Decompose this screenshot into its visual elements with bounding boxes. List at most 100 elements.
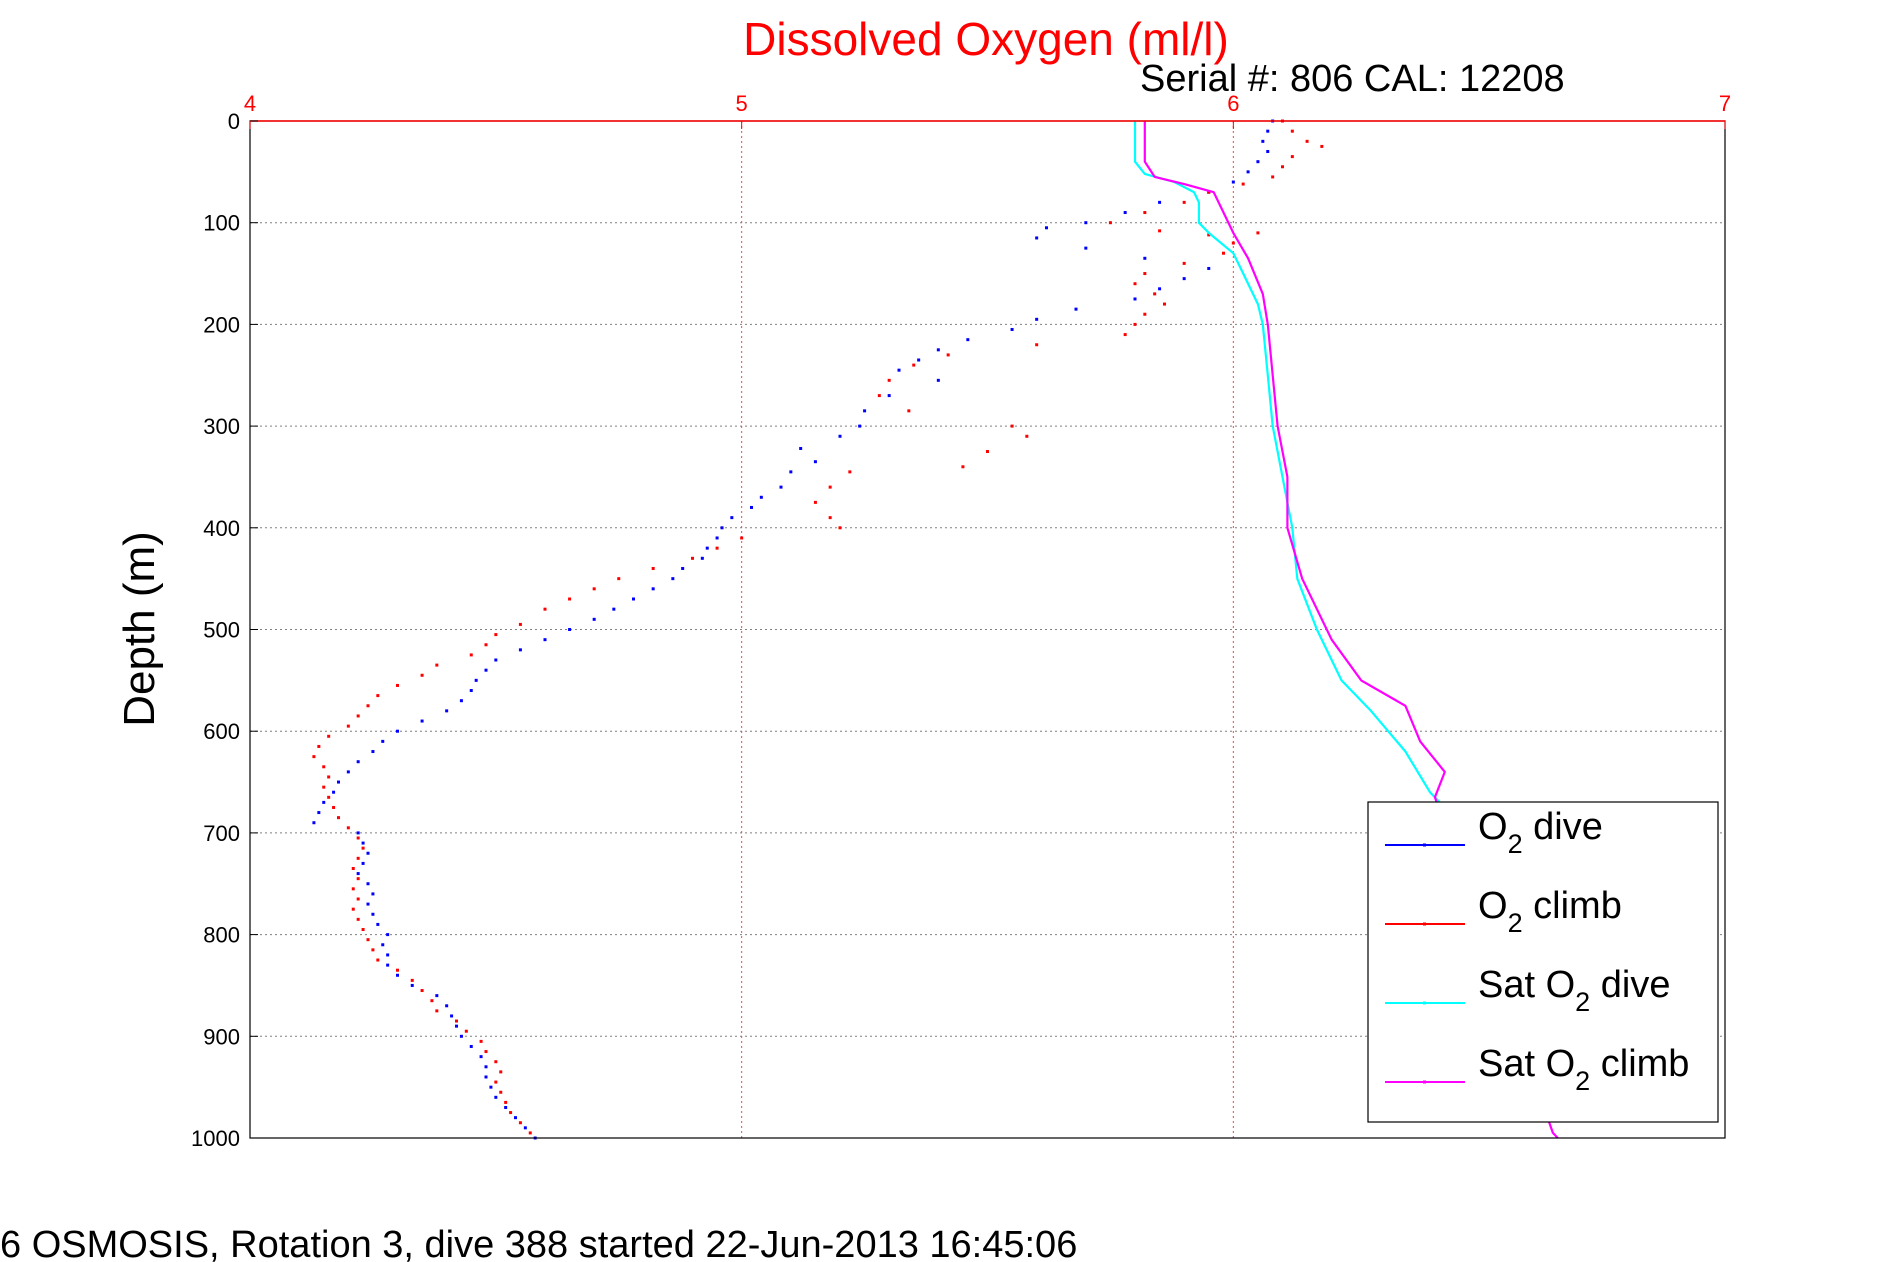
data-point-o2-dive <box>366 851 370 855</box>
footer-caption: 6 OSMOSIS, Rotation 3, dive 388 started … <box>0 1224 1077 1262</box>
data-point-o2-climb <box>346 826 350 830</box>
data-point-o2-climb <box>376 694 380 698</box>
y-tick-label: 400 <box>203 516 240 541</box>
data-point-o2-dive <box>897 368 901 372</box>
data-point-o2-climb <box>435 1009 439 1013</box>
data-point-o2-climb <box>740 536 744 540</box>
y-tick-label: 300 <box>203 414 240 439</box>
y-tick-label: 600 <box>203 719 240 744</box>
data-point-o2-dive <box>917 358 921 362</box>
data-point-o2-climb <box>543 607 547 611</box>
data-point-o2-dive <box>681 566 685 570</box>
data-point-o2-dive <box>715 536 719 540</box>
data-point-o2-climb <box>838 526 842 530</box>
data-point-o2-climb <box>1271 175 1275 179</box>
data-point-o2-dive <box>386 933 390 937</box>
data-point-o2-climb <box>327 775 331 779</box>
data-point-o2-climb <box>518 1121 522 1125</box>
data-point-o2-climb <box>479 1039 483 1043</box>
data-point-o2-climb <box>1010 424 1014 428</box>
data-point-o2-dive <box>700 556 704 560</box>
data-point-o2-dive <box>322 800 326 804</box>
data-point-o2-climb <box>946 353 950 357</box>
data-point-o2-dive <box>381 739 385 743</box>
data-point-o2-dive <box>936 348 940 352</box>
data-point-o2-climb <box>356 877 360 881</box>
data-point-o2-dive <box>1266 129 1270 133</box>
data-point-o2-dive <box>396 973 399 977</box>
data-point-o2-dive <box>759 495 763 499</box>
y-tick-label: 100 <box>203 211 240 236</box>
data-point-o2-climb <box>691 556 694 560</box>
data-point-o2-dive <box>479 1055 483 1059</box>
data-point-o2-climb <box>1158 229 1162 233</box>
data-point-o2-dive <box>504 1105 508 1109</box>
data-point-o2-dive <box>396 729 399 733</box>
x-tick-label: 5 <box>736 91 748 116</box>
data-point-o2-climb <box>1143 312 1147 316</box>
data-point-o2-dive <box>1045 226 1048 230</box>
data-point-o2-climb <box>464 1029 468 1033</box>
data-point-o2-dive <box>366 902 370 906</box>
data-point-o2-dive <box>312 821 316 825</box>
data-point-o2-dive <box>1074 307 1078 311</box>
data-point-o2-climb <box>518 622 522 626</box>
data-point-o2-dive <box>1246 170 1250 174</box>
legend-label: Sat O2 climb <box>1478 1043 1689 1096</box>
data-point-o2-dive <box>632 597 635 601</box>
legend-label: O2 climb <box>1478 885 1622 938</box>
data-point-o2-climb <box>351 887 355 891</box>
y-tick-label: 1000 <box>191 1126 240 1151</box>
data-point-o2-dive <box>1182 277 1186 281</box>
data-point-o2-climb <box>1108 221 1112 225</box>
legend-swatch-marker <box>1423 1001 1426 1005</box>
data-point-o2-climb <box>828 516 832 520</box>
data-point-o2-dive <box>337 780 340 784</box>
data-point-o2-climb <box>1143 272 1147 276</box>
data-point-o2-dive <box>705 546 709 550</box>
data-point-o2-dive <box>799 446 803 450</box>
data-point-o2-climb <box>356 856 360 860</box>
data-point-o2-climb <box>887 378 891 382</box>
data-point-o2-dive <box>376 922 380 926</box>
data-point-o2-climb <box>361 846 365 850</box>
data-point-o2-climb <box>961 465 965 469</box>
data-point-o2-climb <box>322 765 326 769</box>
data-point-o2-dive <box>361 841 365 845</box>
data-point-o2-climb <box>356 917 360 921</box>
series-line-sat-o2-climb <box>1143 121 1559 1139</box>
data-point-o2-climb <box>356 897 360 901</box>
tick-layer: 0 100 200 300 400 500 600 700 800 900 1000 4 5 6 7 <box>191 91 1731 1151</box>
legend-label: Sat O2 dive <box>1478 964 1670 1017</box>
data-point-o2-dive <box>671 577 675 581</box>
data-point-o2-climb <box>346 724 350 728</box>
data-point-o2-dive <box>858 424 862 428</box>
data-point-o2-climb <box>1320 144 1324 148</box>
data-point-o2-climb <box>509 1111 513 1115</box>
data-point-o2-dive <box>1261 139 1265 143</box>
data-point-o2-dive <box>459 699 463 703</box>
data-point-o2-dive <box>489 1085 493 1089</box>
data-point-o2-climb <box>986 450 989 454</box>
data-point-o2-dive <box>469 1044 473 1048</box>
data-point-o2-climb <box>1207 233 1211 237</box>
data-point-o2-climb <box>813 500 817 504</box>
data-point-o2-climb <box>332 805 336 809</box>
data-point-o2-dive <box>936 378 940 382</box>
data-point-o2-climb <box>1153 292 1157 296</box>
data-point-o2-dive <box>1084 221 1088 225</box>
data-point-o2-climb <box>499 1070 503 1074</box>
x-tick-label: 6 <box>1227 91 1239 116</box>
chart-subtitle: Serial #: 806 CAL: 12208 <box>1140 58 1565 100</box>
data-point-o2-dive <box>356 872 360 876</box>
data-point-o2-dive <box>568 628 572 631</box>
data-point-o2-climb <box>1241 182 1245 186</box>
data-point-o2-climb <box>494 1080 498 1084</box>
data-point-o2-dive <box>813 460 817 464</box>
data-point-o2-dive <box>445 1004 449 1008</box>
data-point-o2-climb <box>651 566 655 570</box>
data-point-o2-climb <box>366 938 370 942</box>
legend-swatch-marker <box>1423 843 1426 847</box>
y-tick-label: 0 <box>228 109 240 134</box>
data-point-o2-dive <box>386 953 390 957</box>
